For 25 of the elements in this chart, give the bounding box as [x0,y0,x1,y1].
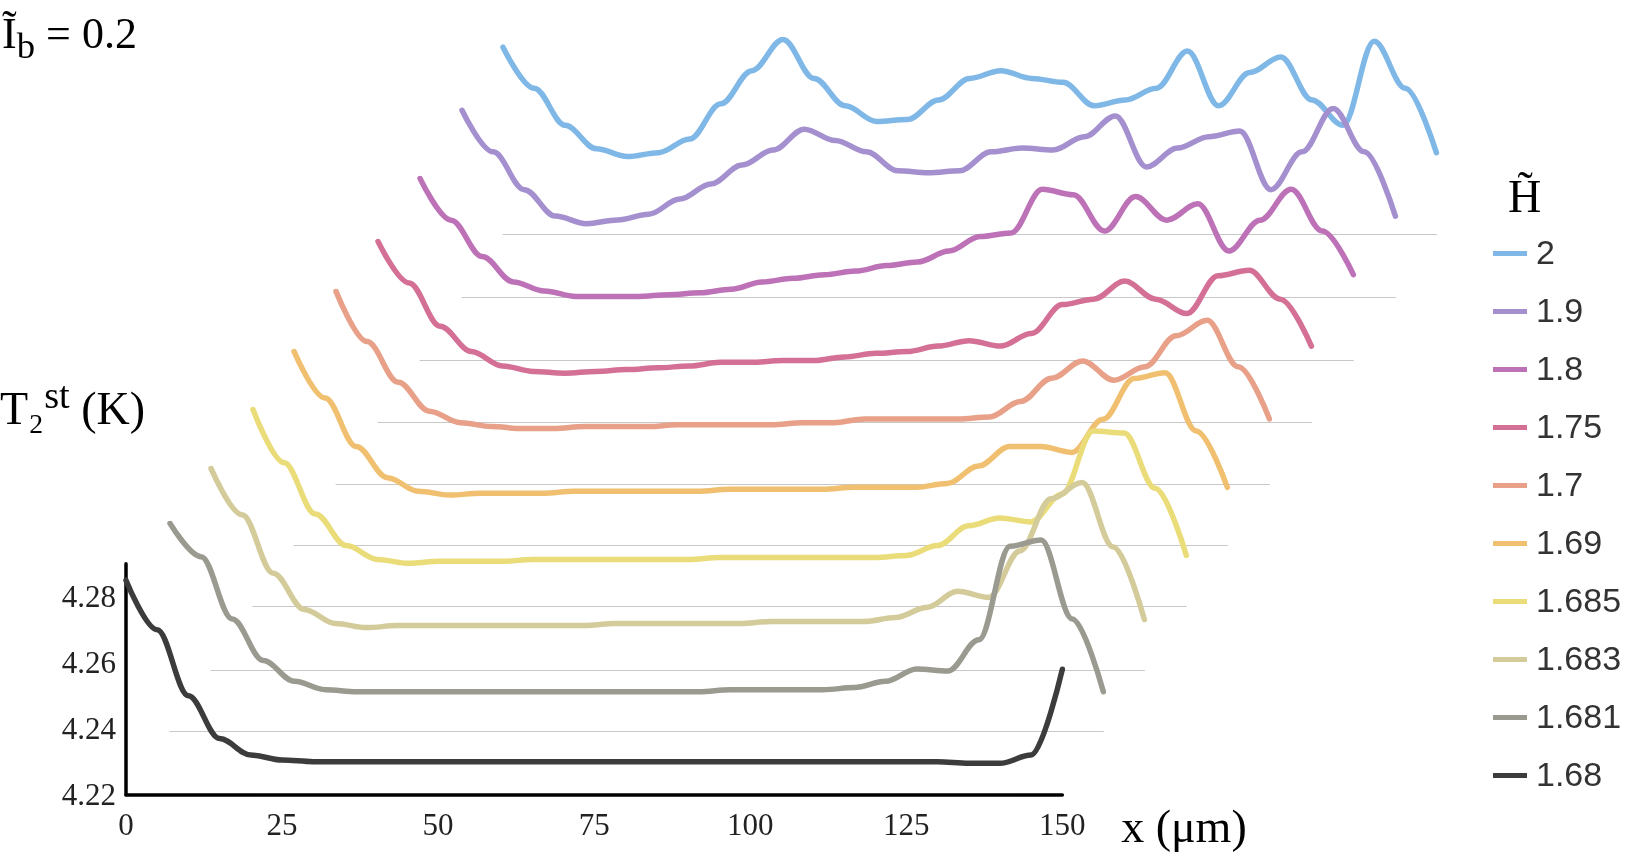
legend-label: 1.7 [1536,465,1584,504]
x-tick-label: 75 [578,806,610,842]
legend-label: 1.69 [1536,523,1603,562]
legend-label: 2 [1536,233,1555,272]
legend-label: 1.681 [1536,697,1622,736]
legend-label: 1.685 [1536,581,1622,620]
y-tick-label: 4.24 [61,711,117,747]
x-tick-label: 0 [118,806,134,842]
y-tick-label: 4.28 [61,579,116,615]
y-axis-title: T₂$^{st}$ (K) [0,372,146,435]
legend-label: 1.683 [1536,639,1622,678]
x-tick-label: 50 [422,806,454,842]
x-tick-label: 100 [726,806,774,842]
legend-title: H̃ [1508,170,1542,223]
legend-label: 1.9 [1536,291,1584,330]
y-tick-label: 4.26 [61,645,116,681]
x-tick-label: 150 [1039,806,1086,842]
y-tick-label: 4.22 [61,777,116,813]
x-axis-title: x (μm) [1121,799,1247,853]
legend-label: 1.8 [1536,349,1584,388]
x-tick-label: 25 [266,806,298,842]
x-tick-label: 125 [883,806,930,842]
legend-label: 1.75 [1536,407,1603,446]
legend-label: 1.68 [1536,755,1603,794]
text: Ĩ$_{b}$ = 0.2 [2,8,137,68]
